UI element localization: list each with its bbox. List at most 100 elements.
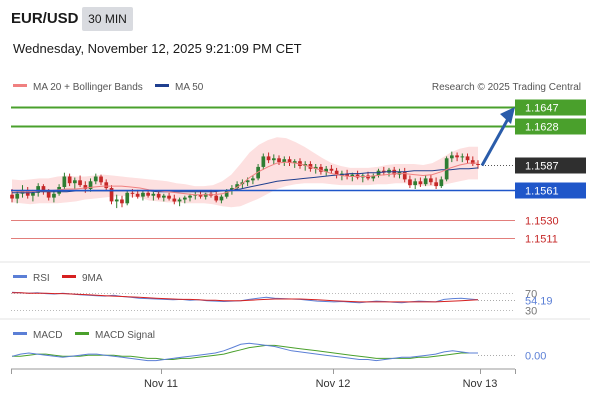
- macd-signal-line: [12, 344, 478, 360]
- current-price-label: 1.1587: [525, 161, 559, 173]
- candle-body: [104, 182, 109, 189]
- timeframe-badge[interactable]: 30 MIN: [82, 7, 133, 31]
- candle-body: [465, 156, 470, 161]
- candle-body: [224, 190, 229, 197]
- macd-value-label: 0.00: [525, 351, 546, 363]
- candle-body: [120, 199, 124, 204]
- x-axis-tick-label: Nov 13: [463, 378, 498, 390]
- candle-body: [36, 186, 40, 193]
- rsi-legend-label: RSI: [33, 273, 50, 284]
- candle-body: [162, 195, 166, 198]
- ma50-legend-label: MA 50: [175, 82, 204, 93]
- candle-body: [429, 178, 433, 183]
- candle-body: [146, 192, 150, 196]
- candle-body: [439, 179, 444, 187]
- macd-line: [11, 342, 478, 362]
- macd-legend-swatch: [13, 332, 27, 335]
- candle-body: [423, 178, 428, 185]
- rsi-legend: RSI 9MA: [13, 273, 103, 284]
- candle-body: [135, 193, 140, 197]
- candle-body: [156, 193, 161, 198]
- candle-body: [183, 197, 187, 200]
- macd-legend-label: MACD: [33, 330, 62, 341]
- rsi-ma-legend-swatch: [62, 275, 76, 278]
- ma20-legend-label: MA 20 + Bollinger Bands: [33, 82, 143, 93]
- candle-body: [99, 176, 103, 183]
- candle-body: [251, 178, 255, 181]
- support-level-label: 1.1530: [525, 216, 559, 228]
- candle-body: [371, 175, 376, 179]
- candle-body: [408, 179, 412, 186]
- candle-body: [88, 181, 93, 189]
- candle-body: [418, 181, 423, 185]
- support-level-label: 1.1511: [525, 234, 558, 246]
- candle-body: [245, 180, 250, 183]
- candle-body: [167, 195, 171, 199]
- candle-body: [83, 185, 88, 189]
- candle-body: [450, 155, 454, 159]
- rsi-ma-legend-label: 9MA: [82, 273, 103, 284]
- symbol-title: EUR/USD: [11, 10, 79, 27]
- candle-body: [319, 166, 323, 172]
- main-legend: MA 20 + Bollinger Bands MA 50 Research ©…: [13, 82, 581, 93]
- candle-body: [109, 188, 114, 202]
- candle-body: [62, 176, 67, 187]
- candle-body: [31, 192, 35, 196]
- candle-body: [460, 156, 465, 158]
- candle-body: [52, 193, 56, 198]
- bollinger-band: [12, 137, 478, 208]
- candle-body: [177, 199, 182, 202]
- candle-body: [470, 160, 475, 164]
- target-level-box: [515, 118, 586, 135]
- current-price-box: [515, 157, 586, 174]
- rsi-legend-swatch: [13, 275, 27, 278]
- candle-body: [350, 174, 355, 177]
- ma50-legend-swatch: [155, 84, 169, 87]
- candle-body: [266, 156, 271, 161]
- candle-body: [198, 194, 203, 197]
- chart-header: EUR/USD 30 MIN Wednesday, November 12, 2…: [0, 0, 590, 70]
- target-level-label: 1.1647: [525, 103, 559, 115]
- candle-body: [329, 168, 334, 171]
- candle-body: [93, 176, 98, 182]
- candle-body: [73, 180, 77, 184]
- rsi-tick-label: 70: [525, 289, 537, 301]
- rsi-tick-label: 30: [525, 306, 537, 318]
- candle-body: [125, 192, 130, 204]
- target-level-label: 1.1628: [525, 122, 559, 134]
- candle-body: [282, 159, 287, 163]
- candle-body: [235, 184, 239, 188]
- candle-body: [308, 164, 313, 169]
- x-axis-tick-label: Nov 11: [144, 378, 178, 390]
- forecast-arrow-shaft: [480, 116, 511, 167]
- candle-body: [392, 169, 397, 175]
- macd-panel: 0.00: [11, 342, 546, 363]
- candle-body: [476, 164, 480, 165]
- candle-body: [151, 193, 156, 196]
- macd-signal-legend-label: MACD Signal: [95, 330, 155, 341]
- candle-body: [10, 194, 14, 199]
- candle-body: [444, 158, 449, 180]
- macd-legend: MACD MACD Signal: [13, 330, 155, 341]
- ma20-line: [11, 161, 478, 196]
- candle-body: [345, 173, 349, 177]
- candle-body: [46, 191, 51, 198]
- x-axis: Nov 11 Nov 12 Nov 13: [11, 369, 516, 390]
- candle-body: [334, 170, 339, 176]
- ma20-legend-swatch: [13, 84, 27, 87]
- pivot-level-label: 1.1561: [525, 186, 559, 198]
- rsi-ma-line: [12, 292, 479, 303]
- price-levels: 1.1647 1.1628 1.1561 1.1530 1.1511 1.1587: [11, 99, 586, 246]
- pivot-level-box: [515, 182, 586, 199]
- candle-body: [78, 180, 82, 186]
- copyright-text: Research © 2025 Trading Central: [432, 82, 581, 93]
- x-axis-tick-label: Nov 12: [316, 378, 351, 390]
- candle-body: [256, 166, 260, 179]
- candle-body: [455, 155, 459, 158]
- candle-body: [272, 158, 276, 161]
- candle-body: [413, 181, 417, 186]
- macd-signal-legend-swatch: [75, 332, 89, 335]
- candle-body: [219, 196, 224, 201]
- candle-body: [434, 182, 438, 187]
- target-level-box: [515, 99, 586, 116]
